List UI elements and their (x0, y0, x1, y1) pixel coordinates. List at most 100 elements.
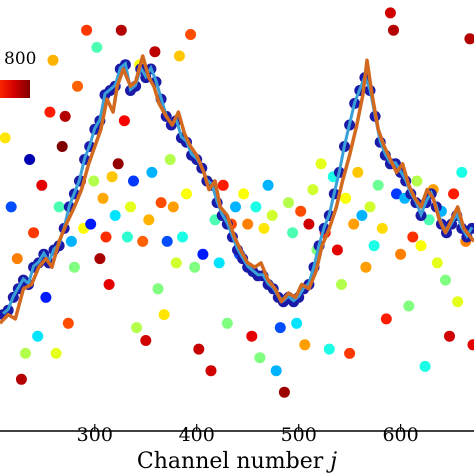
x-ticks: 300 400 500 600 (77, 424, 419, 446)
scatter-point (155, 197, 167, 209)
scatter-point (415, 240, 427, 252)
scatter-point (205, 365, 217, 377)
scatter-point (36, 179, 48, 191)
scatter-point (344, 347, 356, 359)
scatter-point (307, 184, 319, 196)
scatter-point (44, 106, 56, 118)
colorbar-swatch (0, 80, 30, 98)
scatter-point (299, 339, 311, 351)
x-tick-label: 400 (179, 424, 215, 446)
scatter-point (213, 257, 225, 269)
scatter-point (364, 201, 376, 213)
scatter-point (258, 222, 270, 234)
x-axis-label: Channel number j (137, 449, 337, 474)
scatter-point (464, 33, 474, 45)
colorbar: 800 (0, 49, 36, 98)
scatter-point (128, 175, 139, 187)
scatter-point (250, 201, 262, 213)
axes: 300 400 500 600 (0, 424, 474, 446)
x-tick-label: 300 (77, 424, 113, 446)
scatter-point (384, 7, 396, 19)
scatter-point (88, 175, 100, 187)
scatter-point (112, 158, 124, 170)
scatter-point (68, 261, 80, 273)
scatter-point (391, 188, 402, 200)
scatter-point (32, 330, 44, 342)
scatter-point (152, 283, 164, 295)
scatter-point (356, 210, 368, 221)
scatter-point (407, 231, 419, 243)
scatter-point (72, 80, 83, 92)
scatter-point (189, 261, 201, 273)
scatter-point (173, 50, 185, 62)
scatter-point (24, 154, 36, 165)
scatter-point (158, 309, 170, 321)
scatter-point (50, 347, 62, 359)
scatter-point (91, 41, 103, 53)
scatter-point (20, 347, 31, 359)
scatter-point (380, 313, 392, 325)
scatter-point (0, 132, 11, 144)
scatter-point (28, 227, 40, 239)
scatter-point (395, 248, 407, 260)
scatter-point (419, 360, 431, 372)
scatter-point (143, 214, 155, 226)
scatter-point (94, 253, 106, 265)
scatter-point (217, 179, 229, 191)
scatter-point (167, 201, 179, 213)
scatter-point (118, 115, 130, 127)
scatter-point (137, 235, 149, 247)
scatter-point (388, 24, 399, 36)
scatter-point (315, 158, 327, 170)
scatter-point (287, 227, 299, 239)
scatter-point (456, 166, 468, 178)
scatter-point (242, 218, 254, 230)
scatter-point (254, 352, 266, 364)
scatter-point (56, 141, 68, 152)
scatter-point (340, 192, 352, 204)
scatter-point (360, 261, 372, 273)
orange-line (0, 54, 474, 325)
scatter-point (197, 248, 209, 260)
scatter-point (140, 335, 152, 346)
scatter-point (11, 253, 23, 265)
scatter-point (348, 218, 360, 230)
scatter-point (170, 257, 182, 269)
x-tick-label: 600 (382, 424, 418, 446)
scatter-point (230, 201, 241, 213)
scatter-point (372, 179, 384, 191)
scatter-point (283, 197, 294, 209)
scatter-point (274, 322, 286, 334)
scatter-point (115, 24, 127, 36)
scatter-point (431, 257, 443, 269)
scatter-point (266, 210, 278, 221)
scatter-point (65, 235, 77, 247)
scatter-point (106, 171, 118, 183)
scatter-point (121, 231, 133, 243)
line-layer (0, 54, 474, 325)
scatter-point (336, 279, 347, 290)
scatter-point (246, 330, 258, 342)
series-layer (0, 59, 474, 321)
scatter-point (411, 175, 423, 187)
scatter-point (131, 322, 143, 334)
scatter-point (193, 343, 205, 355)
scatter-point (125, 201, 136, 213)
scatter-point (423, 214, 435, 226)
scatter-point (303, 218, 315, 230)
scatter-point (177, 231, 188, 243)
scatter-point (467, 339, 474, 351)
scatter-point (238, 188, 250, 200)
scatter-point (448, 188, 460, 200)
scatter-point (444, 330, 455, 342)
scatter-point (149, 46, 161, 58)
scatter-point (164, 154, 176, 165)
scatter-point (185, 29, 197, 40)
scatter-point (40, 291, 52, 303)
scatter-point (81, 24, 93, 36)
scatter-point (270, 365, 282, 377)
scatter-point (291, 317, 303, 329)
scatter-point (323, 343, 335, 355)
scatter-point (181, 188, 192, 200)
